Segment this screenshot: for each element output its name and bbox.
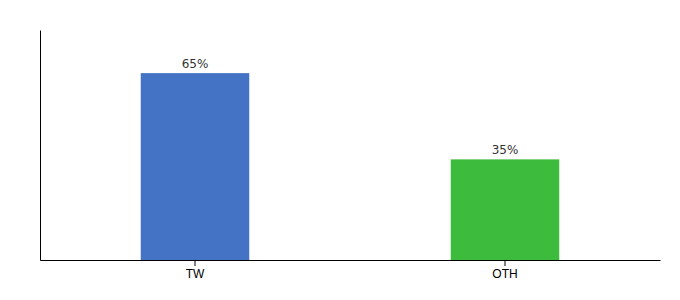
x-axis-line (41, 260, 661, 261)
bars (141, 73, 560, 260)
y-axis-line (40, 31, 41, 261)
plot: TW OTH 65% 35% (41, 31, 661, 281)
x-tick-label: OTH (492, 267, 517, 281)
x-axis: TW OTH (41, 260, 661, 281)
y-axis (40, 31, 41, 261)
data-labels: 65% 35% (182, 57, 519, 157)
data-label: 35% (492, 143, 519, 157)
x-tick-mark (195, 260, 196, 266)
x-tick: OTH (492, 260, 517, 281)
bar (451, 159, 560, 260)
chart: TW OTH 65% 35% (0, 0, 680, 300)
x-tick-mark (505, 260, 506, 266)
x-tick: TW (186, 260, 205, 281)
bar (141, 73, 250, 260)
data-label: 65% (182, 57, 209, 71)
x-tick-label: TW (186, 267, 205, 281)
